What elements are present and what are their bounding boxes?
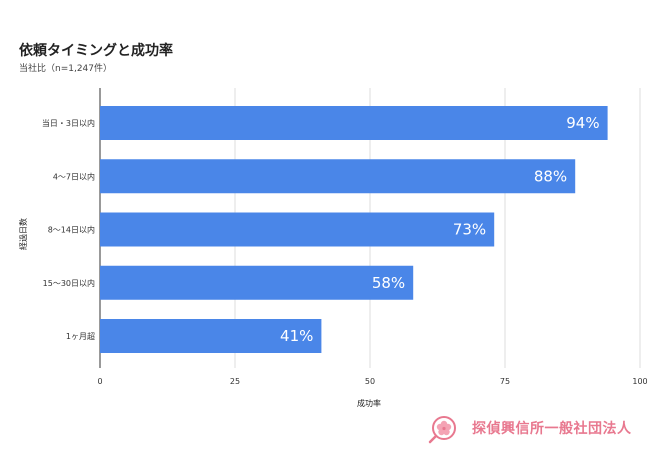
data-label: 88% <box>534 167 567 185</box>
data-label: 94% <box>566 114 599 132</box>
bar <box>100 106 608 140</box>
category-label: 15〜30日以内 <box>43 278 95 288</box>
x-tick-labels: 0 25 50 75 100 <box>97 377 647 386</box>
data-label: 41% <box>280 327 313 345</box>
category-label: 4〜7日以内 <box>53 171 95 181</box>
x-tick-label: 25 <box>230 377 240 386</box>
bar <box>100 159 576 194</box>
brand-name: 探偵興信所一般社団法人 <box>472 420 632 437</box>
category-label: 当日・3日以内 <box>42 118 95 128</box>
data-label: 58% <box>372 274 405 292</box>
x-tick-label: 50 <box>365 377 375 386</box>
bar <box>100 319 322 353</box>
bar <box>100 212 495 247</box>
category-labels: 当日・3日以内 4〜7日以内 8〜14日以内 15〜30日以内 1ヶ月超 <box>42 118 95 341</box>
x-tick-label: 100 <box>632 377 647 386</box>
chart-subtitle: 当社比（n=1,247件） <box>19 62 112 74</box>
bars <box>100 106 608 353</box>
data-labels: 94% 88% 73% 58% 41% <box>280 114 600 345</box>
bar <box>100 265 414 300</box>
brand-logo-icon <box>428 416 456 444</box>
category-label: 1ヶ月超 <box>66 331 95 341</box>
chart-title: 依頼タイミングと成功率 <box>19 42 173 59</box>
category-label: 8〜14日以内 <box>48 225 95 235</box>
y-axis-title: 経過日数 <box>18 218 28 250</box>
x-axis-title: 成功率 <box>357 398 381 408</box>
x-tick-label: 0 <box>97 377 102 386</box>
x-tick-label: 75 <box>500 377 510 386</box>
data-label: 73% <box>453 221 486 239</box>
